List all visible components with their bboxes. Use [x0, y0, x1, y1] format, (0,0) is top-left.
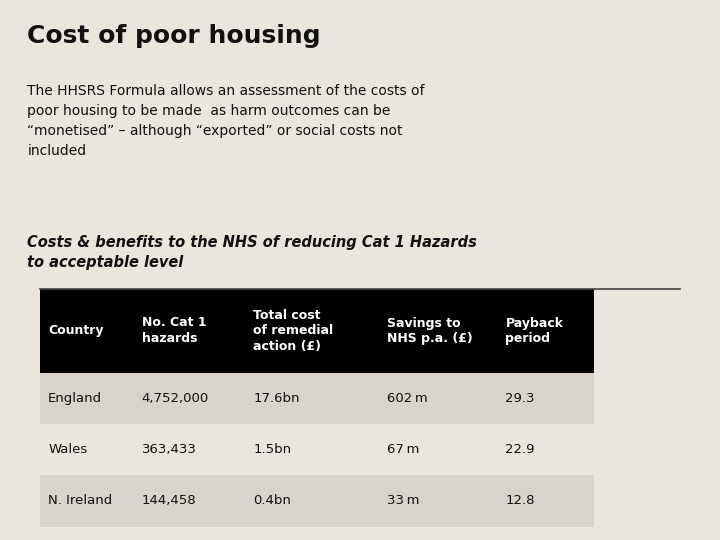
FancyBboxPatch shape [40, 289, 133, 373]
Text: 144,458: 144,458 [142, 494, 197, 508]
Text: No. Cat 1
hazards: No. Cat 1 hazards [142, 316, 207, 345]
Text: Cost of poor housing: Cost of poor housing [27, 24, 321, 48]
Text: 67 m: 67 m [387, 443, 419, 456]
Text: England: England [48, 392, 102, 405]
Text: Savings to
NHS p.a. (£): Savings to NHS p.a. (£) [387, 316, 472, 345]
FancyBboxPatch shape [133, 373, 245, 424]
Text: 29.3: 29.3 [505, 392, 535, 405]
FancyBboxPatch shape [245, 475, 378, 526]
Text: 12.8: 12.8 [505, 494, 535, 508]
FancyBboxPatch shape [378, 373, 497, 424]
FancyBboxPatch shape [40, 373, 133, 424]
FancyBboxPatch shape [245, 526, 378, 540]
FancyBboxPatch shape [133, 475, 245, 526]
Text: Payback
period: Payback period [505, 316, 564, 345]
Text: 17.6bn: 17.6bn [253, 392, 300, 405]
FancyBboxPatch shape [133, 424, 245, 475]
FancyBboxPatch shape [245, 289, 378, 373]
Text: 22.9: 22.9 [505, 443, 535, 456]
Text: 602 m: 602 m [387, 392, 428, 405]
Text: 4,752,000: 4,752,000 [142, 392, 209, 405]
FancyBboxPatch shape [133, 289, 245, 373]
FancyBboxPatch shape [40, 526, 133, 540]
Text: Total cost
of remedial
action (£): Total cost of remedial action (£) [253, 309, 333, 353]
FancyBboxPatch shape [497, 475, 594, 526]
Text: 0.4bn: 0.4bn [253, 494, 292, 508]
FancyBboxPatch shape [40, 424, 133, 475]
FancyBboxPatch shape [245, 373, 378, 424]
Text: Wales: Wales [48, 443, 88, 456]
FancyBboxPatch shape [497, 373, 594, 424]
Text: Costs & benefits to the NHS of reducing Cat 1 Hazards
to acceptable level: Costs & benefits to the NHS of reducing … [27, 235, 477, 271]
FancyBboxPatch shape [497, 289, 594, 373]
Text: The HHSRS Formula allows an assessment of the costs of
poor housing to be made  : The HHSRS Formula allows an assessment o… [27, 84, 425, 158]
FancyBboxPatch shape [497, 526, 594, 540]
FancyBboxPatch shape [133, 526, 245, 540]
FancyBboxPatch shape [378, 526, 497, 540]
Text: Country: Country [48, 324, 104, 338]
Text: 33 m: 33 m [387, 494, 419, 508]
FancyBboxPatch shape [497, 424, 594, 475]
Text: N. Ireland: N. Ireland [48, 494, 112, 508]
Text: 1.5bn: 1.5bn [253, 443, 292, 456]
FancyBboxPatch shape [40, 475, 133, 526]
FancyBboxPatch shape [378, 475, 497, 526]
FancyBboxPatch shape [378, 289, 497, 373]
FancyBboxPatch shape [245, 424, 378, 475]
FancyBboxPatch shape [378, 424, 497, 475]
Text: 363,433: 363,433 [142, 443, 197, 456]
